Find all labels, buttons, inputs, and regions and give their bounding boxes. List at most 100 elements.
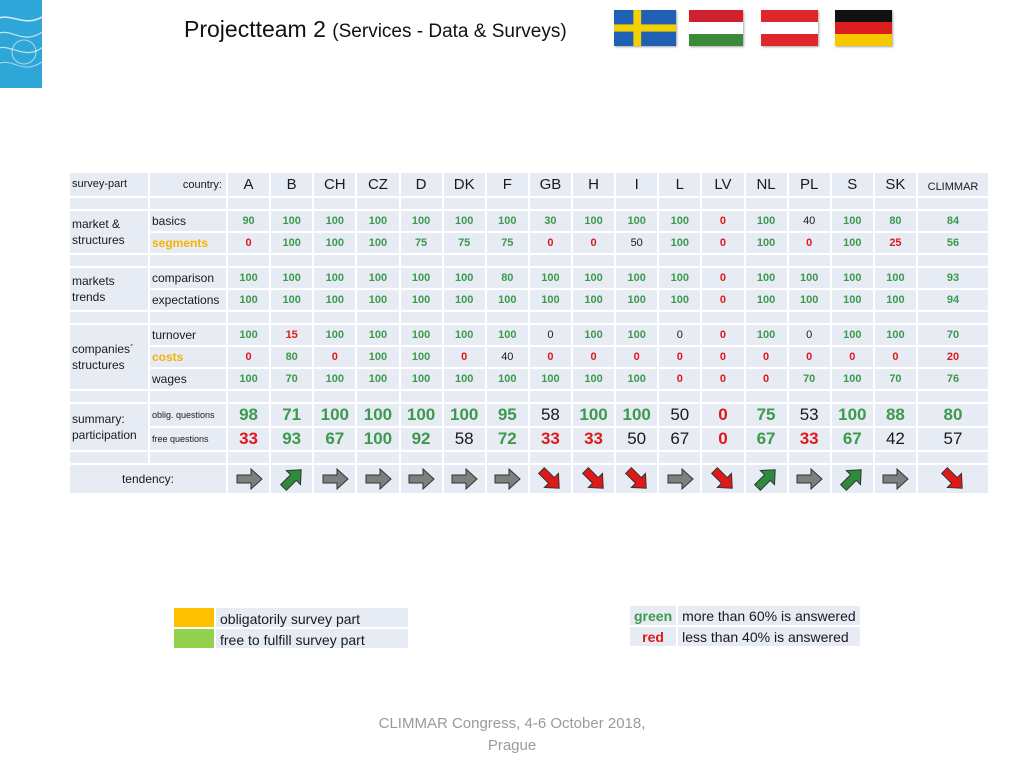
value-cell: 100 bbox=[400, 347, 442, 367]
row-label: expectations bbox=[150, 290, 226, 310]
value-cell: 20 bbox=[918, 347, 988, 367]
value-cell: 50 bbox=[659, 404, 701, 426]
spacer-cell bbox=[659, 391, 701, 402]
spacer-cell bbox=[529, 255, 571, 266]
spacer-cell bbox=[659, 255, 701, 266]
spacer-cell bbox=[357, 198, 399, 209]
spacer-cell bbox=[702, 255, 744, 266]
arrow-right-icon bbox=[874, 465, 916, 493]
table-row: summary: participation oblig. questions 98… bbox=[70, 404, 988, 450]
spacer-cell bbox=[357, 391, 399, 402]
value-cell: 100 bbox=[831, 268, 873, 288]
arrow-right-icon bbox=[357, 465, 399, 493]
value-cell: 100 bbox=[745, 290, 787, 310]
spacer-row bbox=[70, 312, 988, 323]
value-cell: 0 bbox=[702, 268, 744, 288]
country-label: country: bbox=[150, 173, 226, 196]
country-header: I bbox=[616, 173, 658, 196]
value-cell: 100 bbox=[745, 211, 787, 231]
value-cell: 33 bbox=[529, 428, 571, 450]
value-cell: 100 bbox=[443, 369, 485, 389]
value-cell: 84 bbox=[918, 211, 988, 231]
value-cell: 100 bbox=[486, 211, 528, 231]
value-cell: 90 bbox=[228, 211, 270, 231]
value-cell: 94 bbox=[918, 290, 988, 310]
value-cell: 33 bbox=[228, 428, 270, 450]
row-label: free questions bbox=[150, 428, 226, 450]
spacer-cell bbox=[874, 255, 916, 266]
table-row: markets trends comparison 100 100 100 100 100 1… bbox=[70, 268, 988, 310]
value-cell: 100 bbox=[745, 268, 787, 288]
spacer-row bbox=[70, 255, 988, 266]
spacer-cell bbox=[314, 452, 356, 463]
spacer-cell bbox=[357, 255, 399, 266]
arrow-right-icon bbox=[400, 465, 442, 493]
arrow-right-icon bbox=[314, 465, 356, 493]
value-cell: 100 bbox=[486, 290, 528, 310]
row-label: comparison bbox=[150, 268, 226, 288]
value-cell: 100 bbox=[228, 290, 270, 310]
value-cell: 70 bbox=[788, 369, 830, 389]
spacer-cell bbox=[443, 391, 485, 402]
value-cell: 100 bbox=[659, 268, 701, 288]
value-cell: 100 bbox=[831, 290, 873, 310]
value-cell: 100 bbox=[616, 369, 658, 389]
value-cell: 15 bbox=[271, 325, 313, 345]
value-cell: 75 bbox=[443, 233, 485, 253]
value-cell: 100 bbox=[573, 325, 615, 345]
value-cell: 100 bbox=[529, 290, 571, 310]
spacer-cell bbox=[874, 452, 916, 463]
value-cell: 100 bbox=[443, 211, 485, 231]
value-cell: 42 bbox=[874, 428, 916, 450]
value-cell: 0 bbox=[702, 211, 744, 231]
value-cell: 100 bbox=[271, 268, 313, 288]
group-label: markets trends bbox=[70, 268, 148, 310]
spacer-cell bbox=[486, 255, 528, 266]
value-cell: 0 bbox=[702, 233, 744, 253]
value-cell: 100 bbox=[357, 211, 399, 231]
country-header: CH bbox=[314, 173, 356, 196]
value-cell: 70 bbox=[918, 325, 988, 345]
value-cell: 100 bbox=[616, 325, 658, 345]
value-cell: 100 bbox=[357, 428, 399, 450]
spacer-cell bbox=[918, 198, 988, 209]
spacer-cell bbox=[573, 198, 615, 209]
value-cell: 100 bbox=[357, 268, 399, 288]
spacer-cell bbox=[400, 452, 442, 463]
value-cell: 100 bbox=[443, 268, 485, 288]
value-cell: 0 bbox=[702, 347, 744, 367]
value-cell: 0 bbox=[874, 347, 916, 367]
value-cell: 100 bbox=[874, 325, 916, 345]
value-cell: 70 bbox=[271, 369, 313, 389]
legend-item: free to fulfill survey part bbox=[174, 629, 408, 648]
spacer-cell bbox=[788, 255, 830, 266]
value-cell: 0 bbox=[702, 290, 744, 310]
value-cell: 58 bbox=[529, 404, 571, 426]
value-cell: 100 bbox=[874, 268, 916, 288]
spacer-cell bbox=[616, 391, 658, 402]
spacer-cell bbox=[529, 452, 571, 463]
spacer-cell bbox=[70, 312, 148, 323]
value-cell: 92 bbox=[400, 428, 442, 450]
arrow-down-icon bbox=[529, 465, 571, 493]
sweden-flag-icon bbox=[614, 10, 676, 46]
value-cell: 100 bbox=[831, 369, 873, 389]
value-cell: 100 bbox=[400, 369, 442, 389]
value-cell: 0 bbox=[788, 233, 830, 253]
footer: CLIMMAR Congress, 4-6 October 2018, Prag… bbox=[352, 713, 672, 757]
value-cell: 95 bbox=[486, 404, 528, 426]
spacer-cell bbox=[918, 452, 988, 463]
spacer-cell bbox=[573, 312, 615, 323]
spacer-cell bbox=[70, 452, 148, 463]
value-cell: 100 bbox=[616, 268, 658, 288]
value-cell: 80 bbox=[874, 211, 916, 231]
spacer-cell bbox=[271, 312, 313, 323]
spacer-cell bbox=[228, 255, 270, 266]
value-cell: 100 bbox=[788, 290, 830, 310]
value-cell: 0 bbox=[702, 428, 744, 450]
survey-part-label: survey-part bbox=[70, 173, 148, 196]
value-cell: 100 bbox=[357, 290, 399, 310]
survey-table: survey-part country: A B CH CZ D DK F GB H I L LV NL… bbox=[68, 171, 990, 495]
value-cell: 40 bbox=[486, 347, 528, 367]
spacer-cell bbox=[788, 312, 830, 323]
